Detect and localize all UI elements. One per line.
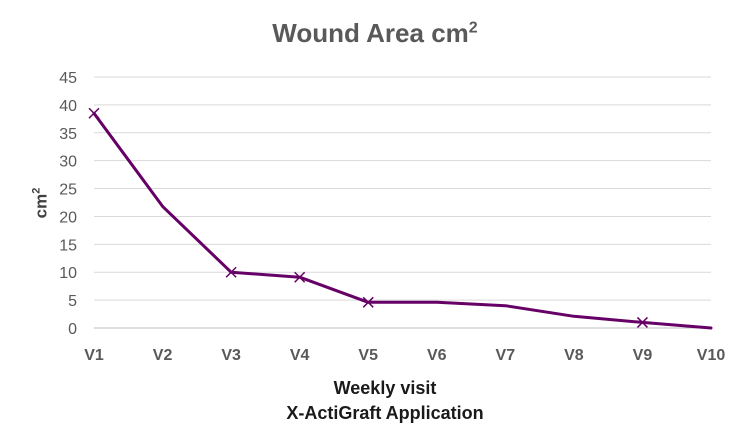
data-point-marker bbox=[225, 266, 237, 278]
x-axis-label-line-2: X-ActiGraft Application bbox=[286, 403, 484, 423]
y-tick-label: 35 bbox=[59, 126, 77, 143]
chart-title: Wound Area cm2 bbox=[272, 18, 478, 48]
y-tick-label: 20 bbox=[59, 209, 77, 226]
x-tick-label: V3 bbox=[221, 347, 241, 364]
y-tick-label: 5 bbox=[68, 293, 77, 310]
x-tick-label: V2 bbox=[153, 347, 173, 364]
y-tick-label: 30 bbox=[59, 154, 77, 171]
y-tick-label: 40 bbox=[59, 98, 77, 115]
x-tick-label: V1 bbox=[84, 347, 104, 364]
y-tick-label: 15 bbox=[59, 237, 77, 254]
x-tick-label: V8 bbox=[564, 347, 584, 364]
data-point-marker bbox=[88, 107, 100, 119]
x-axis-label-line-1: Weekly visit bbox=[333, 378, 437, 398]
series-line bbox=[92, 111, 713, 330]
data-point-marker bbox=[294, 271, 306, 283]
data-point-marker bbox=[636, 316, 648, 328]
data-point-marker bbox=[362, 296, 374, 308]
x-tick-label: V9 bbox=[633, 347, 653, 364]
x-tick-label: V7 bbox=[496, 347, 516, 364]
x-tick-label: V5 bbox=[358, 347, 378, 364]
y-tick-label: 0 bbox=[68, 321, 77, 338]
y-tick-label: 10 bbox=[59, 265, 77, 282]
x-tick-label: V6 bbox=[427, 347, 447, 364]
y-tick-label: 45 bbox=[59, 70, 77, 87]
x-tick-label: V4 bbox=[290, 347, 310, 364]
x-tick-label: V10 bbox=[697, 347, 726, 364]
y-tick-label: 25 bbox=[59, 182, 77, 199]
